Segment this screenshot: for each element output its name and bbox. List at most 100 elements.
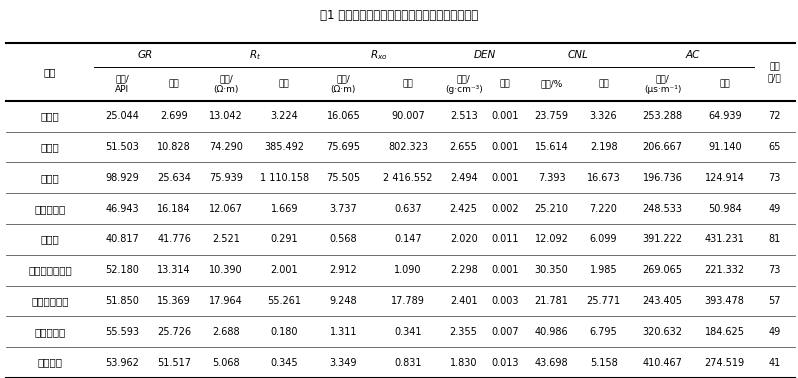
Text: $R_t$: $R_t$ <box>250 48 262 62</box>
Text: 6.795: 6.795 <box>590 327 618 337</box>
Text: 0.001: 0.001 <box>492 265 519 275</box>
Text: 243.405: 243.405 <box>642 296 683 306</box>
Text: 10.828: 10.828 <box>157 142 191 152</box>
Text: 2.521: 2.521 <box>212 234 240 245</box>
Text: 3.326: 3.326 <box>590 111 618 121</box>
Text: 混灰质砂砾岩: 混灰质砂砾岩 <box>31 296 69 306</box>
Text: 0.001: 0.001 <box>492 111 519 121</box>
Text: 25.634: 25.634 <box>157 173 192 183</box>
Text: 274.519: 274.519 <box>705 358 745 368</box>
Text: 30.350: 30.350 <box>535 265 568 275</box>
Text: 1 110.158: 1 110.158 <box>259 173 309 183</box>
Text: 17.964: 17.964 <box>209 296 243 306</box>
Text: 55.593: 55.593 <box>105 327 140 337</box>
Text: 43.698: 43.698 <box>535 358 568 368</box>
Text: 5.068: 5.068 <box>212 358 240 368</box>
Text: 孔隙/%: 孔隙/% <box>540 79 563 88</box>
Text: 均值/
(Ω·m): 均值/ (Ω·m) <box>330 74 356 94</box>
Text: 0.007: 0.007 <box>492 327 519 337</box>
Text: 2.513: 2.513 <box>450 111 477 121</box>
Text: 2.425: 2.425 <box>450 204 478 214</box>
Text: 41.776: 41.776 <box>157 234 192 245</box>
Text: 2.655: 2.655 <box>450 142 478 152</box>
Text: 98.929: 98.929 <box>105 173 140 183</box>
Text: 25.726: 25.726 <box>157 327 192 337</box>
Text: 0.180: 0.180 <box>271 327 298 337</box>
Text: 1.985: 1.985 <box>590 265 618 275</box>
Text: 2.688: 2.688 <box>212 327 240 337</box>
Text: 3.349: 3.349 <box>330 358 358 368</box>
Text: 51.503: 51.503 <box>105 142 140 152</box>
Text: 74.290: 74.290 <box>209 142 243 152</box>
Text: 混灰质泥岩: 混灰质泥岩 <box>34 327 65 337</box>
Text: 51.517: 51.517 <box>157 358 192 368</box>
Text: 0.013: 0.013 <box>492 358 519 368</box>
Text: 2 416.552: 2 416.552 <box>384 173 433 183</box>
Text: 124.914: 124.914 <box>705 173 745 183</box>
Text: 184.625: 184.625 <box>705 327 745 337</box>
Text: 7.393: 7.393 <box>538 173 565 183</box>
Text: 15.614: 15.614 <box>535 142 568 152</box>
Text: 1.669: 1.669 <box>271 204 298 214</box>
Text: 64.939: 64.939 <box>708 111 741 121</box>
Text: 9.248: 9.248 <box>330 296 358 306</box>
Text: 206.667: 206.667 <box>642 142 683 152</box>
Text: 1.311: 1.311 <box>330 327 358 337</box>
Text: 12.092: 12.092 <box>535 234 568 245</box>
Text: 1.090: 1.090 <box>394 265 422 275</box>
Text: 49: 49 <box>768 204 780 214</box>
Text: 16.065: 16.065 <box>326 111 361 121</box>
Text: 431.231: 431.231 <box>705 234 745 245</box>
Text: 269.065: 269.065 <box>642 265 683 275</box>
Text: 均值/
(g·cm⁻³): 均值/ (g·cm⁻³) <box>444 74 483 94</box>
Text: 196.736: 196.736 <box>643 173 682 183</box>
Text: 6.099: 6.099 <box>590 234 618 245</box>
Text: 凝灰岩: 凝灰岩 <box>41 234 59 245</box>
Text: 玄武岩: 玄武岩 <box>41 111 59 121</box>
Text: 岩性: 岩性 <box>44 67 57 77</box>
Text: 41: 41 <box>768 358 780 368</box>
Text: 91.140: 91.140 <box>708 142 741 152</box>
Text: 57: 57 <box>768 296 780 306</box>
Text: 0.341: 0.341 <box>394 327 422 337</box>
Text: 3.224: 3.224 <box>271 111 298 121</box>
Text: 52.180: 52.180 <box>105 265 140 275</box>
Text: 0.011: 0.011 <box>492 234 519 245</box>
Text: DEN: DEN <box>474 50 496 60</box>
Text: 72: 72 <box>768 111 780 121</box>
Text: 2.355: 2.355 <box>450 327 478 337</box>
Text: 均值/
API: 均值/ API <box>116 74 129 94</box>
Text: 253.288: 253.288 <box>642 111 683 121</box>
Text: 50.984: 50.984 <box>708 204 741 214</box>
Text: 2.494: 2.494 <box>450 173 477 183</box>
Text: 40.986: 40.986 <box>535 327 568 337</box>
Text: 方差: 方差 <box>403 79 413 88</box>
Text: 火山角砾岩: 火山角砾岩 <box>34 204 65 214</box>
Text: 17.789: 17.789 <box>391 296 425 306</box>
Text: 75.695: 75.695 <box>326 142 361 152</box>
Text: 均值/
(Ω·m): 均值/ (Ω·m) <box>213 74 239 94</box>
Text: 15.369: 15.369 <box>157 296 191 306</box>
Text: 0.345: 0.345 <box>271 358 298 368</box>
Text: 13.042: 13.042 <box>209 111 243 121</box>
Text: 393.478: 393.478 <box>705 296 745 306</box>
Text: 46.943: 46.943 <box>105 204 139 214</box>
Text: 75.939: 75.939 <box>209 173 243 183</box>
Text: AC: AC <box>685 50 700 60</box>
Text: 13.314: 13.314 <box>157 265 191 275</box>
Text: 23.759: 23.759 <box>535 111 568 121</box>
Text: 25.771: 25.771 <box>587 296 621 306</box>
Text: 2.001: 2.001 <box>271 265 298 275</box>
Text: 16.673: 16.673 <box>587 173 621 183</box>
Text: 炭质泥岩: 炭质泥岩 <box>38 358 62 368</box>
Text: 方差: 方差 <box>500 79 511 88</box>
Text: 方差: 方差 <box>598 79 609 88</box>
Text: 81: 81 <box>768 234 780 245</box>
Text: 0.637: 0.637 <box>394 204 422 214</box>
Text: 51.850: 51.850 <box>105 296 140 306</box>
Text: 53.962: 53.962 <box>105 358 140 368</box>
Text: 0.003: 0.003 <box>492 296 519 306</box>
Text: 0.147: 0.147 <box>394 234 422 245</box>
Text: 3.737: 3.737 <box>330 204 358 214</box>
Text: 令狐同流花岗岩: 令狐同流花岗岩 <box>28 265 72 275</box>
